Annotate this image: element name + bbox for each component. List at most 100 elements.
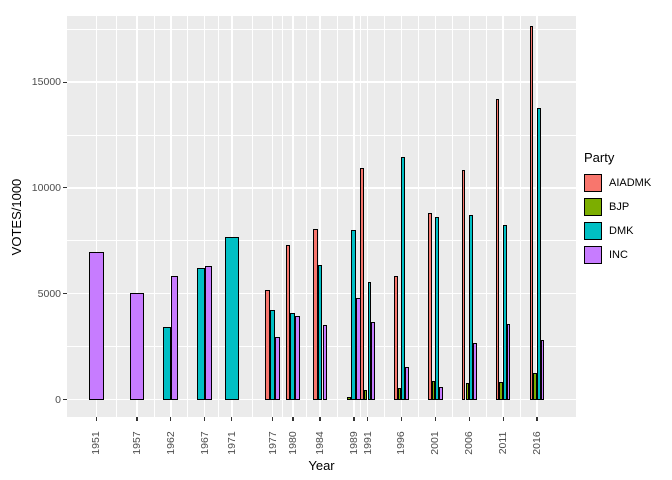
x-tick-mark [231,417,233,421]
bar-inc-1957 [129,293,145,401]
gridline-minor-vertical [306,16,307,417]
x-tick-label: 2016 [531,431,543,455]
x-tick-mark [353,417,355,421]
bar-dmk-1984 [317,265,323,401]
x-tick-label: 1996 [395,431,408,455]
bar-dmk-2006 [469,214,473,401]
x-tick-label: 1967 [198,431,211,455]
bar-dmk-1980 [290,312,296,401]
bar-aiadmk-2006 [461,170,466,401]
legend-item-aiadmk: AIADMK [584,174,672,192]
bar-inc-1991 [371,321,375,401]
x-tick-label: 1951 [90,431,103,455]
legend-item-label: BJP [609,201,630,213]
gridline-minor-vertical [187,16,189,417]
x-tick-mark [502,417,504,421]
x-tick-mark [434,417,436,421]
legend-item-inc: INC [584,246,672,264]
bar-inc-1984 [322,325,328,401]
gridline-minor-horizontal [67,134,576,136]
gridline-minor-vertical [417,16,419,417]
x-tick-label: 1991 [361,431,374,455]
x-tick-label: 1971 [225,431,238,455]
bar-aiadmk-1984 [312,229,318,401]
bar-dmk-2011 [503,224,507,401]
bar-inc-2001 [439,386,443,401]
gridline-major-vertical [366,16,369,417]
bar-dmk-1962 [163,327,171,401]
gridline-minor-vertical [519,16,521,417]
y-tick-mark [62,187,67,189]
bar-inc-2011 [506,324,511,401]
legend: Party AIADMK BJP DMK INC [584,150,672,270]
bar-inc-2006 [472,342,477,401]
gridline-major-vertical [502,16,504,417]
bar-aiadmk-2016 [529,26,534,401]
bar-dmk-1977 [270,309,276,401]
y-tick-label: 0 [55,393,61,406]
bar-aiadmk-2011 [495,99,500,401]
gridline-minor-vertical [282,16,284,417]
gridline-minor-vertical [251,16,253,417]
y-tick-mark [62,81,67,83]
x-axis-title: Year [308,458,335,473]
legend-title: Party [584,150,615,165]
bar-dmk-1991 [367,282,372,401]
gridline-major-vertical [95,16,97,417]
legend-item-dmk: DMK [584,222,672,240]
gridline-minor-vertical [451,16,453,417]
bar-dmk-1996 [401,157,406,401]
gridline-minor-vertical [116,16,118,417]
gridline-minor-vertical [485,16,487,417]
legend-item-label: AIADMK [609,177,652,189]
gridline-major-vertical [319,16,321,417]
gridline-minor-vertical [217,16,219,417]
y-tick-mark [62,398,67,401]
x-tick-mark [292,417,294,421]
bar-inc-1962 [170,275,179,401]
gridline-minor-horizontal [67,240,576,242]
gridline-major-vertical [204,16,206,417]
legend-key-bjp [584,198,602,216]
x-tick-label: 2006 [463,431,476,455]
gridline-minor-horizontal [67,28,576,30]
x-tick-label: 2011 [497,431,510,455]
x-tick-label: 1957 [130,431,143,455]
legend-item-label: INC [609,249,628,261]
bar-bjp-2006 [465,382,470,401]
gridline-minor-vertical [153,16,155,417]
x-tick-mark [271,417,274,421]
bar-aiadmk-1991 [360,168,364,401]
x-tick-label: 1984 [314,431,327,455]
bar-aiadmk-1977 [265,290,271,401]
x-tick-label: 1962 [164,431,177,455]
gridline-major-vertical [434,16,436,417]
bar-bjp-1996 [397,388,402,401]
x-tick-mark [204,417,206,421]
gridline-major-vertical [271,16,274,417]
y-tick-label: 15000 [31,76,61,89]
legend-key-dmk [584,222,602,240]
bar-aiadmk-1980 [285,245,291,401]
bar-bjp-1989 [346,396,352,401]
y-tick-label: 5000 [37,287,61,300]
y-tick-mark [62,293,67,295]
x-tick-mark [468,417,470,421]
x-tick-mark [366,417,369,421]
x-tick-mark [400,417,402,421]
gridline-major-vertical [136,16,138,417]
bar-inc-2016 [540,340,545,401]
bar-bjp-1991 [363,389,368,401]
x-tick-mark [319,417,321,421]
bar-bjp-2016 [533,373,537,401]
legend-key-inc [584,246,602,264]
gridline-major-horizontal [67,81,576,83]
bar-aiadmk-1996 [394,275,398,401]
x-tick-label: 1977 [266,431,279,455]
bar-inc-1951 [88,252,104,401]
bar-aiadmk-2001 [427,213,432,401]
gridline-major-vertical [231,16,233,417]
gridline-major-vertical [400,16,403,417]
gridline-major-vertical [292,16,294,417]
